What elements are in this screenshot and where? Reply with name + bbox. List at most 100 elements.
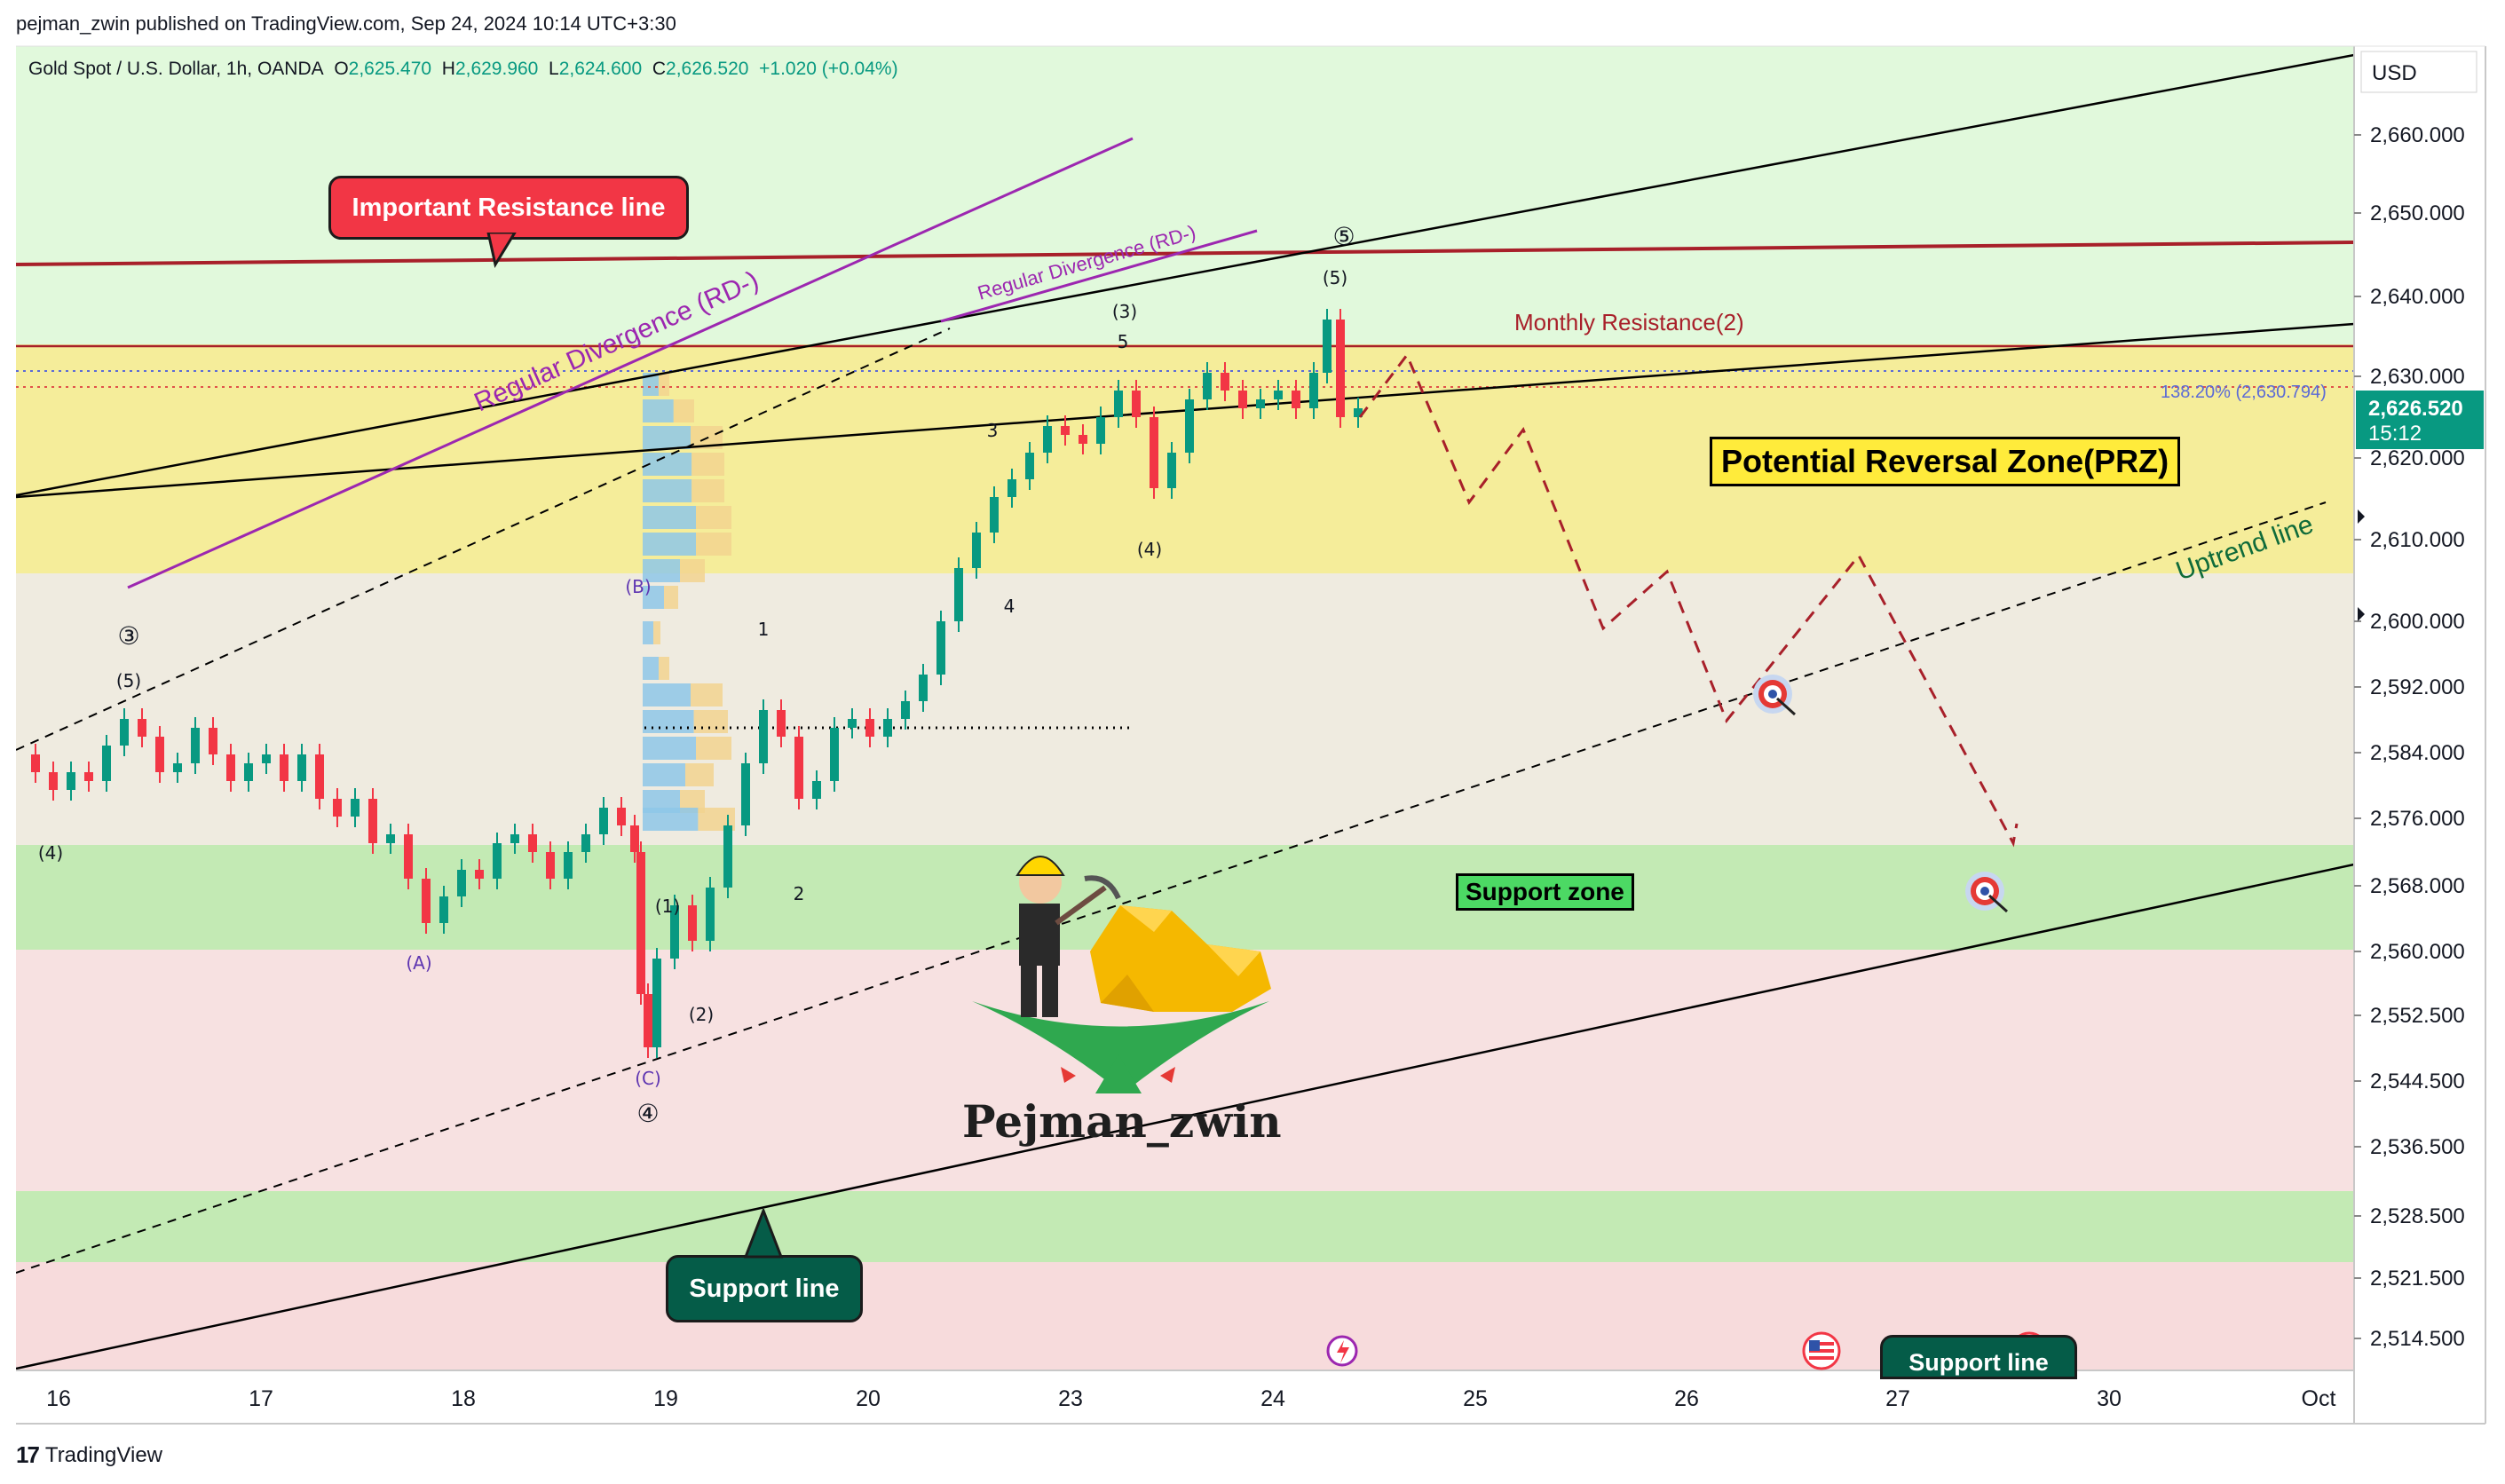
miner-mascot-logo [972,856,1271,1093]
price-tick-label: 2,600.000 [2370,610,2465,634]
published-header: pejman_zwin published on TradingView.com… [16,12,676,35]
volume-bar [691,453,724,476]
candle-body [1061,426,1070,435]
candle-body [31,754,40,772]
lightning-icon[interactable] [1326,1335,1358,1367]
candle-body [439,896,448,923]
upper-channel-line [16,53,2354,497]
candle-body [191,728,200,763]
candle-body [1185,399,1194,453]
wave-label: 1 [758,619,770,640]
support-line-callout: Support line [666,1255,863,1322]
candle-body [652,959,661,1047]
candle-body [1079,435,1087,444]
price-axis[interactable]: USD 2,660.000 2,650.000 2,640.000 2,630.000… [2354,51,2477,1351]
candle-body [173,763,182,772]
candle-body [741,763,750,825]
wave-label: (2) [689,1004,714,1025]
candle-body [1043,426,1052,453]
candle-body [404,834,413,879]
projection-path [1358,352,2019,848]
candle-body [1221,373,1229,391]
volume-bar [643,683,691,706]
high-value: 2,629.960 [454,59,539,79]
wave-label: ③ [117,621,139,651]
wave-label: 2 [794,883,805,904]
candle-body [759,710,768,763]
candle-body [120,719,129,746]
volume-bar [653,621,660,644]
candle-body [599,808,608,834]
candle-body [1238,391,1247,408]
date-tick-label: 25 [1463,1386,1488,1411]
candle-body [49,772,58,790]
price-tick-label: 2,521.500 [2370,1267,2465,1291]
candle-body [493,843,502,879]
fib-label: 138.20% (2,630.794) [2161,383,2327,402]
open-value: 2,625.470 [348,59,432,79]
candle-body [617,808,626,825]
volume-bar [643,533,696,556]
volume-bar [643,657,659,680]
tradingview-logo[interactable]: 17 TradingView [16,1441,162,1469]
monthly-resistance-label: Monthly Resistance(2) [1514,309,1744,335]
date-tick-label: 26 [1674,1386,1699,1411]
volume-bar [643,559,680,582]
price-tick-label: 2,568.000 [2370,874,2465,898]
candle-body [630,825,639,852]
candle-body [972,533,981,568]
volume-bar [659,373,669,396]
volume-bar [643,399,674,422]
support-line [16,863,2354,1370]
candle-body [262,754,271,763]
volume-bar [664,586,678,609]
important-resistance-callout: Important Resistance line [328,176,689,240]
candle-body [1354,408,1363,417]
wave-label: (3) [1112,301,1137,322]
current-price-tag: 2,626.520 15:12 [2356,391,2484,449]
wave-label: (C) [635,1068,661,1089]
volume-bar [643,808,699,831]
candle-body [1309,373,1318,408]
candle-body [1167,453,1176,488]
target-icon [1965,872,2009,913]
volume-bar [643,373,659,396]
candle-body [564,852,573,879]
candle-body [226,754,235,781]
date-tick-label: 18 [451,1386,476,1411]
candle-body [368,799,377,843]
date-tick-label: Oct [2302,1386,2336,1411]
candle-body [1274,391,1283,399]
dashed-line-left [16,328,951,751]
date-axis[interactable]: 16 17 18 19 20 23 24 25 26 27 30 Oct [46,1386,2335,1411]
candle-body [1323,320,1332,373]
candle-body [812,781,821,799]
candle-body [546,852,555,879]
volume-bar [643,453,692,476]
candle-body [67,772,75,790]
candle-body [1150,417,1158,488]
brand-text: TradingView [44,1442,162,1467]
uptrend-dashed-line [16,501,2327,1274]
currency-box [2360,51,2477,93]
candle-body [1008,479,1016,497]
price-tick-label: 2,640.000 [2370,285,2465,309]
callout-pointer [744,1209,784,1259]
candle-body [244,763,253,781]
date-tick-label: 23 [1058,1386,1083,1411]
trendlines [16,53,2354,1370]
countdown-value: 15:12 [2368,422,2422,446]
low-value: 2,624.600 [558,59,643,79]
candle-body [919,675,928,701]
wave-labels: ③ (5) (4) (A) (B) (C) ④ (1) (2) 1 2 3 4 (3) 5 (4) (5) ⑤ [38,222,1355,1128]
candle-body [84,772,93,781]
price-tick-label: 2,528.500 [2370,1204,2465,1228]
symbol-name: Gold Spot / U.S. Dollar, 1h, OANDA [28,59,324,79]
band-lower-green [16,1191,2354,1262]
currency-label: USD [2372,61,2417,85]
candle-body [386,834,395,843]
candle-body [901,701,910,719]
us-flag-icon[interactable] [1802,1331,1841,1370]
date-tick-label: 16 [46,1386,71,1411]
